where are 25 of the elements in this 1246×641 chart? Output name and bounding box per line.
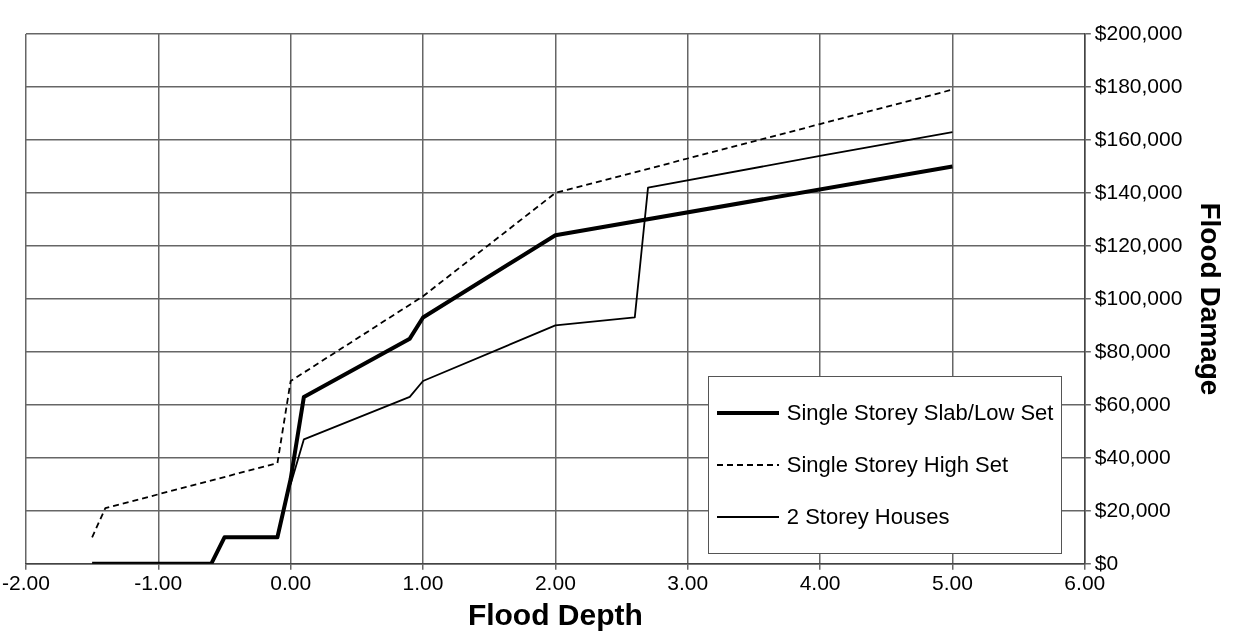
y-tick-label: $60,000 bbox=[1094, 391, 1171, 415]
y-tick-label: $140,000 bbox=[1094, 179, 1183, 203]
x-tick-label: 6.00 bbox=[1064, 571, 1106, 595]
x-axis-title: Flood Depth bbox=[467, 598, 643, 632]
x-tick-label: -1.00 bbox=[134, 571, 183, 595]
x-tick-label: 0.00 bbox=[270, 571, 312, 595]
y-tick-label: $0 bbox=[1094, 550, 1119, 574]
y-tick-label: $40,000 bbox=[1094, 444, 1171, 468]
y-tick-label: $120,000 bbox=[1094, 232, 1183, 256]
y-tick-label: $160,000 bbox=[1094, 126, 1183, 150]
x-tick-label: 4.00 bbox=[799, 571, 841, 595]
x-tick-label: 1.00 bbox=[402, 571, 444, 595]
y-tick-label: $180,000 bbox=[1094, 73, 1183, 97]
x-tick-label: 3.00 bbox=[667, 571, 709, 595]
legend-label: 2 Storey Houses bbox=[786, 503, 950, 530]
y-tick-label: $100,000 bbox=[1094, 285, 1183, 309]
y-tick-label: $200,000 bbox=[1094, 20, 1183, 44]
x-tick-label: 2.00 bbox=[534, 571, 576, 595]
legend-label: Single Storey High Set bbox=[786, 451, 1009, 478]
y-tick-label: $20,000 bbox=[1094, 497, 1171, 521]
x-tick-label: 5.00 bbox=[932, 571, 973, 595]
y-axis-title: Flood Damage bbox=[1195, 202, 1227, 396]
x-tick-label: -2.00 bbox=[2, 571, 50, 595]
y-tick-label: $80,000 bbox=[1094, 338, 1171, 362]
legend-label: Single Storey Slab/Low Set bbox=[786, 399, 1054, 426]
